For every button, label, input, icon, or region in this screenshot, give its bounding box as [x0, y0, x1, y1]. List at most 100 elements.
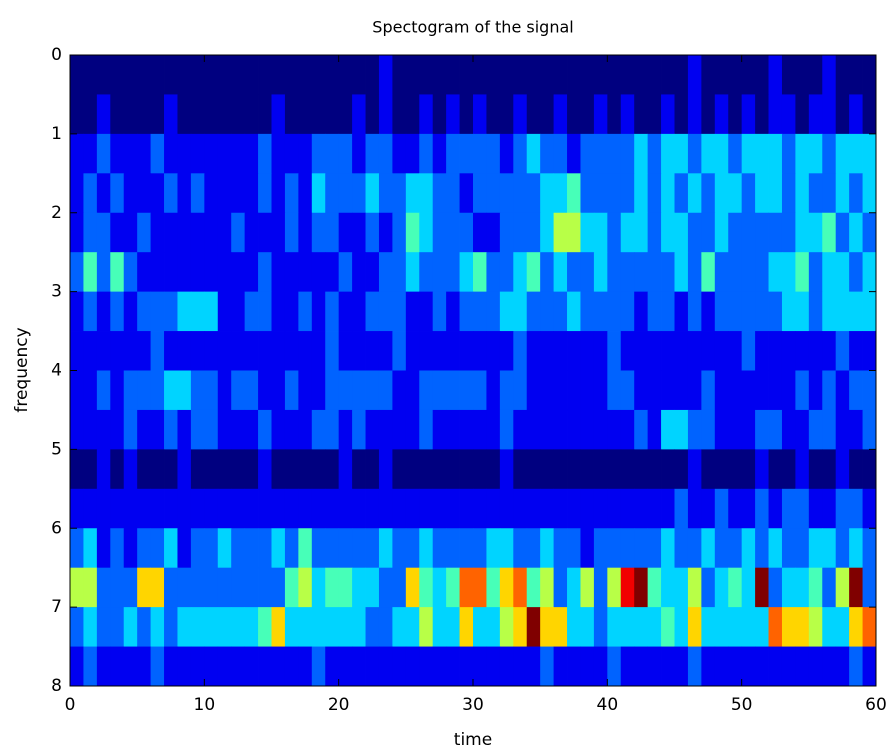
heatmap-cell [405, 370, 420, 411]
heatmap-cell [365, 331, 380, 371]
heatmap-cell [325, 331, 340, 371]
heatmap-cell [661, 528, 675, 569]
heatmap-cell [298, 488, 313, 529]
heatmap-cell [499, 528, 514, 569]
heatmap-cell [284, 567, 299, 608]
heatmap-cell [338, 646, 353, 687]
heatmap-cell [486, 133, 501, 174]
heatmap-cell [781, 252, 796, 293]
x-tick-label: 50 [731, 695, 753, 715]
heatmap-cell [499, 252, 514, 293]
heatmap-cell [298, 646, 313, 687]
heatmap-cell [459, 567, 474, 608]
heatmap-cell [164, 173, 178, 214]
heatmap-cell [849, 94, 863, 135]
heatmap-cell [271, 607, 286, 647]
heatmap-cell [781, 94, 796, 135]
heatmap-cell [499, 488, 514, 529]
heatmap-cell [83, 212, 98, 253]
heatmap-cell [607, 291, 622, 332]
heatmap-cell [808, 331, 823, 371]
heatmap-cell [298, 409, 313, 450]
heatmap-cell [473, 607, 487, 647]
heatmap-cell [405, 409, 420, 450]
heatmap-cell [258, 488, 272, 529]
heatmap-cell [473, 173, 487, 214]
heatmap-cell [284, 173, 299, 214]
heatmap-cell [83, 291, 98, 332]
heatmap-cell [687, 133, 702, 174]
heatmap-cell [795, 409, 810, 450]
heatmap-cell [352, 94, 366, 135]
heatmap-cell [405, 133, 420, 174]
heatmap-cell [835, 173, 850, 214]
heatmap-cell [580, 409, 595, 450]
heatmap-cell [741, 331, 756, 371]
heatmap-cell [378, 133, 393, 174]
heatmap-cell [674, 252, 689, 293]
heatmap-cell [405, 55, 420, 95]
heatmap-cell [96, 488, 111, 529]
heatmap-cell [137, 173, 151, 214]
heatmap-cell [701, 607, 716, 647]
heatmap-cell [419, 212, 434, 253]
heatmap-cell [526, 94, 541, 135]
heatmap-cell [728, 607, 743, 647]
heatmap-cell [808, 55, 823, 95]
heatmap-cell [217, 291, 232, 332]
y-tick-label: 1 [51, 124, 62, 144]
heatmap-cell [392, 646, 407, 687]
heatmap-cell [741, 133, 756, 174]
heatmap-cell [338, 133, 353, 174]
heatmap-cell [432, 607, 447, 647]
heatmap-cell [553, 331, 568, 371]
heatmap-cell [822, 528, 837, 569]
heatmap-cell [553, 567, 568, 608]
heatmap-cell [150, 567, 165, 608]
heatmap-cell [513, 133, 528, 174]
heatmap-cell [137, 55, 151, 95]
heatmap-cell [714, 528, 729, 569]
heatmap-cell [862, 528, 877, 569]
heatmap-cell [298, 449, 313, 490]
heatmap-cell [808, 409, 823, 450]
heatmap-cell [204, 607, 219, 647]
heatmap-cell [593, 528, 608, 569]
heatmap-cell [553, 528, 568, 569]
heatmap-cell [338, 212, 353, 253]
heatmap-cell [459, 133, 474, 174]
heatmap-cell [835, 567, 850, 608]
heatmap-cell [849, 212, 863, 253]
heatmap-cell [83, 488, 98, 529]
heatmap-cell [325, 607, 340, 647]
heatmap-cell [526, 370, 541, 411]
heatmap-cell [204, 331, 219, 371]
heatmap-cell [634, 488, 649, 529]
heatmap-cell [526, 331, 541, 371]
heatmap-cell [378, 488, 393, 529]
heatmap-cell [190, 212, 205, 253]
heatmap-cell [808, 370, 823, 411]
heatmap-cell [110, 646, 125, 687]
heatmap-cell [432, 488, 447, 529]
heatmap-cell [70, 449, 84, 490]
heatmap-cell [137, 646, 151, 687]
heatmap-cell [473, 291, 487, 332]
heatmap-cell [526, 567, 541, 608]
heatmap-cell [513, 488, 528, 529]
heatmap-cell [849, 331, 863, 371]
heatmap-cell [526, 646, 541, 687]
heatmap-cell [392, 449, 407, 490]
heatmap-cell [419, 409, 434, 450]
heatmap-cell [620, 173, 635, 214]
heatmap-cell [190, 646, 205, 687]
heatmap-cell [338, 488, 353, 529]
heatmap-cell [352, 370, 366, 411]
heatmap-cell [513, 291, 528, 332]
heatmap-cell [392, 409, 407, 450]
heatmap-cell [808, 252, 823, 293]
heatmap-cell [231, 291, 246, 332]
heatmap-cell [661, 55, 675, 95]
heatmap-cell [728, 133, 743, 174]
heatmap-cell [647, 133, 662, 174]
